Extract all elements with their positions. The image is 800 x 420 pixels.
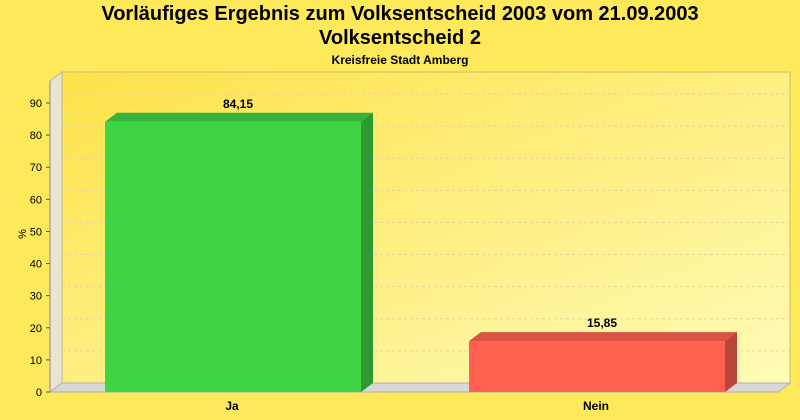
x-tick-label: Ja	[225, 399, 239, 413]
data-label: 84,15	[223, 97, 253, 111]
y-tick-label: 10	[30, 355, 42, 367]
bar-top-nein	[469, 332, 737, 342]
y-axis-label: %	[17, 229, 29, 239]
bar-ja	[105, 121, 361, 392]
chart-subtitle: Kreisfreie Stadt Amberg	[331, 53, 469, 67]
bar-side-nein	[725, 332, 737, 392]
data-label: 15,85	[587, 316, 617, 330]
y-tick-label: 20	[30, 323, 42, 335]
y-tick-label: 30	[30, 291, 42, 303]
y-tick-label: 0	[36, 387, 42, 399]
x-tick-label: Nein	[583, 399, 609, 413]
y-tick-label: 40	[30, 259, 42, 271]
y-tick-label: 80	[30, 130, 42, 142]
bar-top-ja	[105, 112, 373, 122]
chart-title-line2: Volksentscheid 2	[319, 27, 481, 49]
bar-side-ja	[361, 112, 373, 392]
y-tick-label: 70	[30, 162, 42, 174]
chart-title: Vorläufiges Ergebnis zum Volksentscheid …	[101, 3, 699, 25]
y-tick-label: 50	[30, 226, 42, 238]
y-tick-label: 60	[30, 194, 42, 206]
bar-nein	[469, 341, 725, 392]
plot-left-wall	[49, 71, 63, 393]
y-tick-label: 90	[30, 98, 42, 110]
